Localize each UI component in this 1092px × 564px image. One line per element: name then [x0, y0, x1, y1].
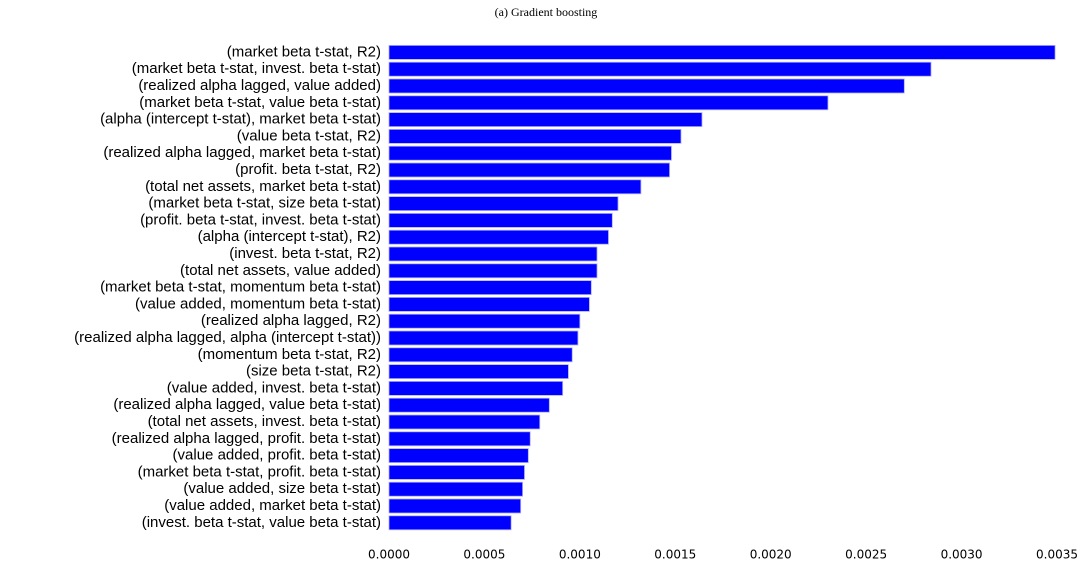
y-tick-label: (realized alpha lagged, value beta t-sta…: [113, 396, 381, 413]
bar: [388, 364, 569, 380]
y-tick-label: (total net assets, market beta t-stat): [145, 178, 381, 195]
y-tick-label: (realized alpha lagged, market beta t-st…: [103, 144, 381, 161]
bar: [388, 128, 682, 144]
y-tick-label: (momentum beta t-stat, R2): [198, 346, 381, 363]
bar: [388, 280, 592, 296]
y-tick-label: (market beta t-stat, size beta t-stat): [148, 195, 381, 212]
y-tick-label: (market beta t-stat, R2): [227, 43, 381, 60]
y-tick-label: (value beta t-stat, R2): [237, 127, 381, 144]
bar: [388, 45, 1056, 60]
bar: [388, 313, 581, 329]
y-tick-label: (value added, profit. beta t-stat): [173, 447, 381, 464]
y-tick-label: (alpha (intercept t-stat), R2): [198, 228, 381, 245]
x-tick-label: 0.0005: [463, 548, 505, 562]
y-tick-label: (realized alpha lagged, alpha (intercept…: [74, 329, 381, 346]
bar: [388, 78, 905, 94]
y-tick-label: (invest. beta t-stat, R2): [229, 245, 381, 262]
y-tick-label: (total net assets, value added): [180, 262, 381, 279]
y-tick-label: (market beta t-stat, value beta t-stat): [139, 94, 381, 111]
y-tick-label: (size beta t-stat, R2): [246, 363, 381, 380]
bar: [388, 330, 579, 346]
bar: [388, 112, 703, 127]
bar: [388, 229, 609, 245]
bar: [388, 397, 550, 413]
bar: [388, 61, 932, 77]
x-tick-label: 0.0035: [1036, 548, 1078, 562]
bar: [388, 296, 590, 312]
y-tick-label: (realized alpha lagged, profit. beta t-s…: [112, 430, 381, 447]
y-tick-label: (invest. beta t-stat, value beta t-stat): [142, 514, 381, 531]
x-tick-label: 0.0030: [941, 548, 983, 562]
y-tick-label: (value added, size beta t-stat): [183, 480, 381, 497]
y-tick-label: (market beta t-stat, momentum beta t-sta…: [100, 279, 381, 296]
y-tick-label: (profit. beta t-stat, R2): [235, 161, 381, 178]
bar: [388, 414, 541, 430]
y-tick-label: (realized alpha lagged, R2): [201, 312, 381, 329]
x-tick-label: 0.0020: [750, 548, 792, 562]
bar: [388, 212, 613, 228]
bar: [388, 179, 642, 195]
bar: [388, 431, 531, 447]
bar: [388, 162, 670, 178]
bar: [388, 515, 512, 531]
y-tick-label: (profit. beta t-stat, invest. beta t-sta…: [140, 211, 381, 228]
bar: [388, 196, 619, 212]
y-tick-label: (alpha (intercept t-stat), market beta t…: [100, 111, 381, 128]
y-tick-label: (market beta t-stat, profit. beta t-stat…: [138, 463, 381, 480]
bar: [388, 448, 529, 464]
y-tick-label: (total net assets, invest. beta t-stat): [148, 413, 381, 430]
y-tick-label: (value added, momentum beta t-stat): [135, 295, 381, 312]
x-tick-label: 0.0000: [368, 548, 410, 562]
y-tick-label: (realized alpha lagged, value added): [138, 77, 381, 94]
y-tick-label: (market beta t-stat, invest. beta t-stat…: [132, 60, 381, 77]
y-tick-label: (value added, invest. beta t-stat): [167, 379, 381, 396]
bar: [388, 347, 573, 363]
x-tick-label: 0.0015: [654, 548, 696, 562]
bar: [388, 464, 525, 480]
bar: [388, 145, 672, 161]
chart-title: (a) Gradient boosting: [495, 5, 598, 19]
bar: [388, 481, 524, 497]
bar: [388, 380, 564, 396]
bar: [388, 498, 522, 514]
x-tick-label: 0.0025: [845, 548, 887, 562]
bar: [388, 95, 829, 111]
y-tick-label: (value added, market beta t-stat): [164, 497, 381, 514]
x-tick-label: 0.0010: [559, 548, 601, 562]
bar: [388, 246, 598, 262]
bar: [388, 263, 598, 279]
